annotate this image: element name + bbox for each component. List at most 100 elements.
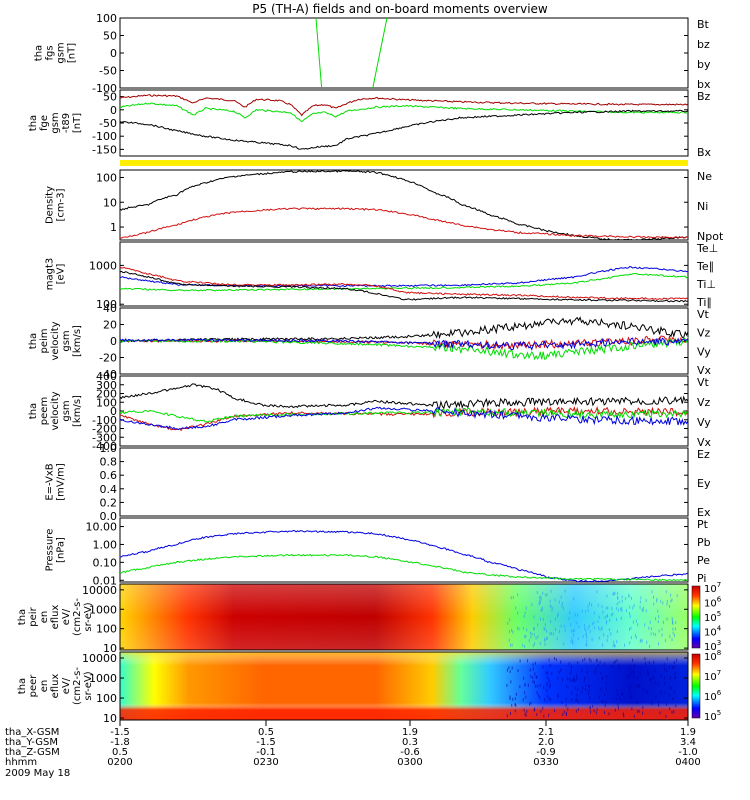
spectrogram-speckle [598,626,600,630]
y-axis-label: peem [39,397,50,425]
spectrogram-speckle [578,625,580,629]
spectrogram-speckle [523,708,525,712]
spectrogram-speckle [570,665,572,669]
panel-frame [119,447,689,517]
ephemeris-value: 1.9 [680,727,696,738]
spectrogram-speckle [653,602,655,606]
spectrogram-speckle [637,709,639,713]
spectrogram-speckle [547,694,549,698]
y-axis-label: en [39,680,50,693]
spectrogram-speckle [598,615,600,619]
legend-entry: Bt [697,18,710,31]
spectrogram-speckle [657,681,659,685]
series-line [119,405,689,432]
spectrogram-speckle [589,696,591,700]
colorbar-tick-label: 106 [704,596,722,610]
y-tick-label: 10 [103,712,117,725]
spectrogram-speckle [598,695,600,699]
spectrogram-speckle [639,639,641,643]
colorbar-tick-label: 108 [704,649,721,663]
spectrogram-speckle [601,676,603,680]
spectrogram-speckle [509,618,511,622]
spectrogram-speckle [567,707,569,711]
spectrogram-speckle [524,611,526,615]
spectrogram-speckle [574,686,576,690]
spectrogram-speckle [510,643,512,647]
spectrogram-speckle [549,663,551,667]
spectrogram-speckle [563,710,565,714]
ephemeris-value: 0300 [397,757,422,768]
spectrogram-speckle [664,676,666,680]
spectrogram-speckle [641,608,643,612]
legend-entry: Pe [697,554,710,567]
spectrogram-speckle [570,623,572,627]
spectrogram-speckle [636,701,638,705]
spectrogram-speckle [583,679,585,683]
spectrogram-speckle [674,671,676,675]
spectrogram-speckle [671,620,673,624]
spectrogram-speckle [539,684,541,688]
spectrogram-speckle [590,659,592,663]
spectrogram-speckle [526,628,528,632]
spectrogram-speckle [562,607,564,611]
spectrogram-speckle [632,671,634,675]
spectrogram-speckle [537,684,539,688]
spectrogram-speckle [640,638,642,642]
spectrogram-speckle [597,620,599,624]
y-tick-label: 100 [96,12,117,25]
spectrogram-speckle [606,638,608,642]
y-tick-label: 10000 [82,652,117,665]
spectrogram-speckle [525,713,527,717]
panel-flag [120,160,688,166]
spectrogram-speckle [672,622,674,626]
y-axis-label: (cm2-s- [72,667,83,705]
y-axis-label: en [39,611,50,624]
y-axis-label: sr-eV) [83,602,94,631]
spectrogram-speckle [614,644,616,648]
legend-entry: Pb [697,536,711,549]
legend-entry: bx [697,78,711,91]
spectrogram-speckle [672,697,674,701]
spectrogram-speckle [636,684,638,688]
spectrogram-speckle [639,671,641,675]
spectrogram-speckle [671,617,673,621]
y-tick-label: -100 [92,130,117,143]
spectrogram-speckle [675,704,677,708]
spectrogram-speckle [634,633,636,637]
spectrogram-speckle [619,607,621,611]
spectrogram-speckle [507,621,509,625]
spectrogram-speckle [630,636,632,640]
spectrogram-speckle [645,599,647,603]
spectrogram-speckle [669,604,671,608]
spectrogram-speckle [597,603,599,607]
legend-entry: Vt [697,308,710,321]
spectrogram-speckle [654,669,656,673]
spectrogram-speckle [595,711,597,715]
spectrogram-speckle [512,595,514,599]
spectrogram-speckle [612,592,614,596]
spectrogram-speckle [512,697,514,701]
spectrogram-speckle [669,665,671,669]
spectrogram-speckle [604,693,606,697]
y-tick-label: 100 [96,623,117,636]
spectrogram-speckle [621,692,623,696]
spectrogram-speckle [572,639,574,643]
spectrogram-speckle [514,697,516,701]
spectrogram-speckle [651,702,653,706]
spectrogram-speckle [607,606,609,610]
legend-entry: Bz [697,90,711,103]
spectrogram-speckle [577,700,579,704]
y-tick-label: 10.00 [86,521,118,534]
spectrogram-speckle [552,632,554,636]
spectrogram-speckle [540,597,542,601]
spectrogram-speckle [573,676,575,680]
spectrogram-speckle [581,669,583,673]
spectrogram-speckle [571,698,573,702]
spectrogram-speckle [592,704,594,708]
spectrogram-speckle [569,611,571,615]
spectrogram-speckle [532,667,534,671]
spectrogram-speckle [616,659,618,663]
ephemeris-value: 1.9 [402,727,418,738]
series-line [119,270,689,303]
